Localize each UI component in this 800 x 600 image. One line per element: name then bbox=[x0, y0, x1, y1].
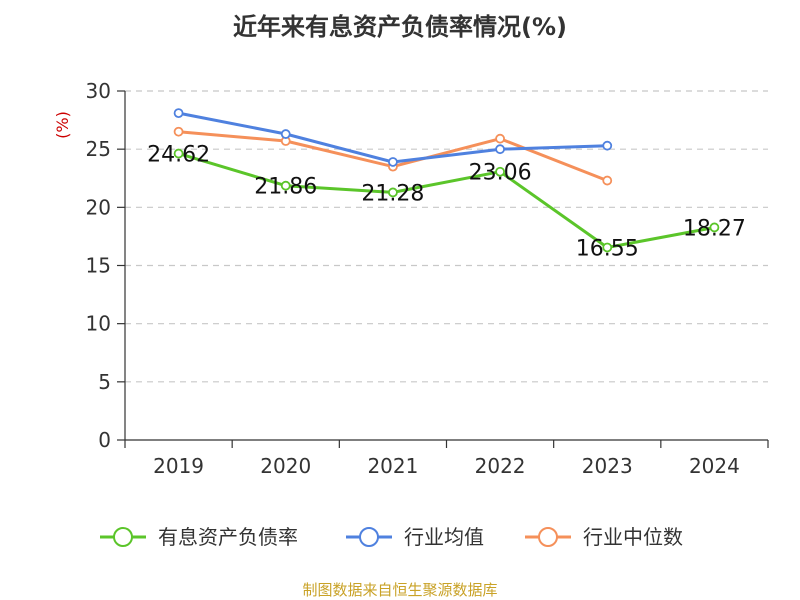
legend-item[interactable]: 行业均值 bbox=[346, 525, 484, 549]
y-tick-label: 0 bbox=[98, 428, 111, 452]
x-tick-label: 2024 bbox=[689, 454, 740, 478]
data-point bbox=[709, 222, 720, 233]
x-tick-label: 2022 bbox=[475, 454, 526, 478]
x-tick-label: 2021 bbox=[367, 454, 418, 478]
data-point bbox=[388, 187, 398, 198]
gridlines bbox=[125, 90, 768, 383]
source-note: 制图数据来自恒生聚源数据库 bbox=[302, 581, 497, 599]
data-labels: 24.62 21.86 21.28 23.06 16.55 18.27 bbox=[147, 143, 746, 262]
data-label: 18.27 bbox=[683, 216, 746, 241]
legend-item[interactable]: 有息资产负债率 bbox=[100, 525, 298, 549]
axes: 0 5 10 15 20 25 30 2019 2020 2021 2022 2023 2024 bbox=[86, 79, 769, 478]
x-tick-label: 2019 bbox=[153, 454, 204, 478]
legend-swatch-marker bbox=[538, 527, 558, 547]
legend-label: 有息资产负债率 bbox=[158, 525, 298, 549]
data-point bbox=[495, 133, 505, 144]
y-axis-unit-label: (%) bbox=[53, 111, 72, 139]
data-point bbox=[602, 242, 613, 253]
legend-item[interactable]: 行业中位数 bbox=[525, 525, 683, 549]
series-group bbox=[173, 108, 720, 253]
legend-swatch-marker bbox=[113, 527, 133, 547]
legend-label: 行业均值 bbox=[404, 525, 484, 549]
data-label: 16.55 bbox=[576, 236, 639, 261]
y-tick-label: 10 bbox=[86, 312, 111, 336]
x-tick-label: 2020 bbox=[260, 454, 311, 478]
data-point bbox=[495, 144, 505, 155]
x-tick-label: 2023 bbox=[582, 454, 633, 478]
data-label: 21.86 bbox=[254, 175, 317, 200]
data-label: 24.62 bbox=[147, 143, 210, 168]
data-label: 23.06 bbox=[469, 161, 532, 186]
y-tick-label: 20 bbox=[86, 195, 111, 219]
data-point bbox=[388, 157, 398, 167]
data-point bbox=[173, 148, 184, 159]
data-point bbox=[602, 140, 613, 151]
y-tick-label: 25 bbox=[86, 137, 111, 161]
data-point bbox=[280, 180, 291, 191]
y-tick-label: 5 bbox=[98, 370, 111, 394]
data-point bbox=[173, 108, 184, 119]
data-label: 21.28 bbox=[361, 181, 424, 206]
data-point bbox=[280, 129, 291, 139]
data-point bbox=[495, 166, 505, 177]
legend-swatch-marker bbox=[359, 527, 379, 547]
legend-label: 行业中位数 bbox=[583, 525, 683, 549]
y-tick-label: 15 bbox=[86, 254, 111, 278]
series-line bbox=[178, 152, 715, 249]
data-point bbox=[602, 175, 613, 186]
legend[interactable]: 有息资产负债率 行业均值 行业中位数 bbox=[100, 525, 683, 549]
chart-title: 近年来有息资产负债率情况(%) bbox=[233, 13, 567, 41]
y-tick-label: 30 bbox=[86, 79, 111, 103]
data-point bbox=[173, 126, 184, 137]
